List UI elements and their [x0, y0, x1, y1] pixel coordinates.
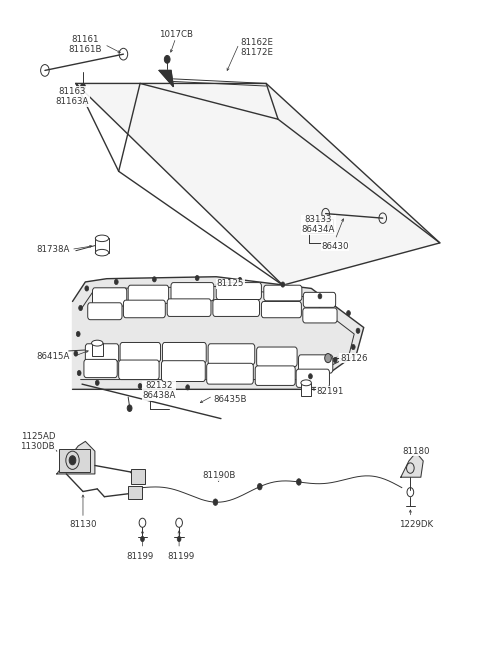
- Text: 81161
81161B: 81161 81161B: [69, 35, 102, 54]
- Text: 81199: 81199: [167, 552, 194, 561]
- FancyBboxPatch shape: [85, 344, 119, 362]
- FancyBboxPatch shape: [119, 360, 159, 379]
- Text: 81126: 81126: [340, 354, 367, 363]
- Circle shape: [326, 222, 330, 227]
- FancyBboxPatch shape: [216, 282, 262, 299]
- Circle shape: [318, 293, 322, 299]
- Circle shape: [297, 479, 301, 485]
- Text: 83133
86434A: 83133 86434A: [302, 215, 335, 234]
- Circle shape: [213, 499, 218, 506]
- Text: 82191: 82191: [316, 387, 344, 396]
- Text: 81130: 81130: [69, 520, 97, 529]
- FancyBboxPatch shape: [296, 369, 329, 387]
- Polygon shape: [401, 453, 423, 477]
- FancyBboxPatch shape: [128, 285, 168, 303]
- Polygon shape: [159, 71, 173, 86]
- FancyBboxPatch shape: [208, 344, 255, 365]
- FancyBboxPatch shape: [262, 301, 301, 318]
- Circle shape: [69, 456, 76, 465]
- Circle shape: [351, 345, 355, 350]
- FancyBboxPatch shape: [207, 364, 253, 384]
- Ellipse shape: [92, 340, 103, 346]
- Polygon shape: [57, 441, 95, 474]
- Text: 82132
86438A: 82132 86438A: [143, 381, 176, 400]
- Text: 1125AD
1130DB: 1125AD 1130DB: [21, 432, 55, 451]
- Bar: [59, 449, 90, 472]
- Circle shape: [186, 384, 190, 390]
- FancyBboxPatch shape: [255, 366, 295, 385]
- Circle shape: [309, 374, 312, 379]
- Circle shape: [164, 56, 170, 64]
- Circle shape: [77, 371, 81, 376]
- FancyBboxPatch shape: [303, 308, 337, 323]
- Circle shape: [141, 536, 144, 542]
- FancyBboxPatch shape: [123, 300, 165, 318]
- Ellipse shape: [96, 235, 108, 242]
- FancyBboxPatch shape: [88, 303, 122, 320]
- FancyBboxPatch shape: [167, 299, 211, 316]
- Circle shape: [356, 328, 360, 333]
- FancyBboxPatch shape: [120, 343, 160, 362]
- Circle shape: [76, 331, 80, 337]
- Circle shape: [74, 351, 78, 356]
- Circle shape: [85, 286, 89, 291]
- Circle shape: [333, 358, 337, 363]
- Bar: [128, 486, 142, 499]
- Circle shape: [127, 405, 132, 411]
- Text: 81199: 81199: [126, 552, 154, 561]
- Bar: [96, 238, 108, 253]
- FancyBboxPatch shape: [213, 299, 260, 316]
- Circle shape: [81, 83, 85, 90]
- FancyBboxPatch shape: [171, 282, 214, 301]
- FancyBboxPatch shape: [84, 360, 117, 378]
- FancyBboxPatch shape: [93, 288, 127, 306]
- Text: 81125: 81125: [217, 280, 244, 288]
- Text: 86435B: 86435B: [214, 394, 247, 403]
- FancyBboxPatch shape: [257, 347, 297, 367]
- FancyBboxPatch shape: [161, 361, 205, 381]
- Bar: [301, 383, 312, 396]
- Polygon shape: [76, 83, 440, 285]
- Text: 81162E
81172E: 81162E 81172E: [240, 38, 273, 58]
- Circle shape: [347, 310, 350, 316]
- Circle shape: [257, 483, 262, 490]
- Circle shape: [79, 305, 83, 310]
- Text: 81190B: 81190B: [202, 472, 235, 480]
- Circle shape: [281, 282, 285, 287]
- FancyBboxPatch shape: [299, 355, 333, 373]
- Text: 81163
81163A: 81163 81163A: [56, 86, 89, 106]
- Text: 1229DK: 1229DK: [399, 519, 433, 529]
- Circle shape: [177, 536, 181, 542]
- Text: 86415A: 86415A: [37, 352, 70, 362]
- Circle shape: [195, 276, 199, 280]
- Circle shape: [324, 354, 331, 363]
- FancyBboxPatch shape: [264, 285, 302, 301]
- Ellipse shape: [301, 380, 312, 386]
- Circle shape: [153, 276, 156, 282]
- Ellipse shape: [96, 250, 108, 256]
- Circle shape: [138, 383, 142, 388]
- Bar: [307, 219, 333, 233]
- FancyBboxPatch shape: [303, 292, 336, 307]
- Circle shape: [114, 279, 118, 284]
- Text: 86430: 86430: [322, 242, 349, 251]
- Bar: [131, 470, 145, 483]
- Bar: [92, 343, 103, 356]
- Polygon shape: [72, 276, 364, 389]
- Text: 81180: 81180: [402, 447, 430, 456]
- Circle shape: [238, 277, 242, 282]
- FancyBboxPatch shape: [162, 343, 206, 364]
- Circle shape: [96, 380, 99, 385]
- Text: 1017CB: 1017CB: [159, 30, 193, 39]
- Text: 81738A: 81738A: [37, 245, 70, 254]
